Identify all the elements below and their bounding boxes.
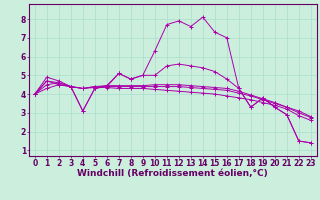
X-axis label: Windchill (Refroidissement éolien,°C): Windchill (Refroidissement éolien,°C) <box>77 169 268 178</box>
